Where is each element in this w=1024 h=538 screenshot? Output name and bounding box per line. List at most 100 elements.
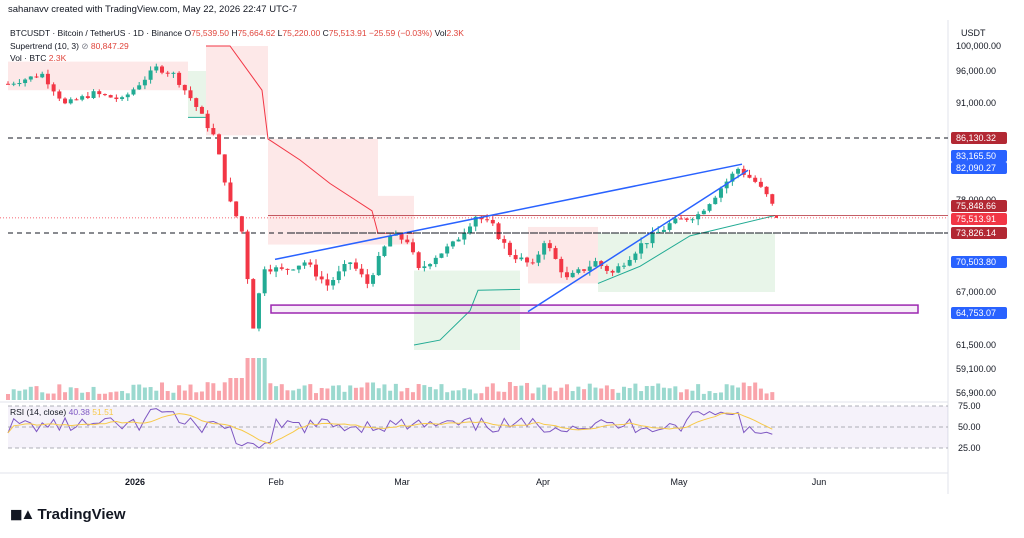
volume-bar <box>416 384 421 400</box>
candle-body <box>336 271 341 281</box>
volume-bar <box>724 384 729 400</box>
supertrend-up-fill <box>598 233 775 292</box>
volume-bar <box>428 386 433 400</box>
volume-bar <box>102 393 107 400</box>
symbol-name[interactable]: BTCUSDT · Bitcoin / TetherUS · 1D · Bina… <box>10 28 183 38</box>
candle-body <box>325 279 330 286</box>
volume-bar <box>599 388 604 400</box>
candle-body <box>142 79 147 86</box>
supertrend-down-fill <box>268 138 378 245</box>
symbol-legend: BTCUSDT · Bitcoin / TetherUS · 1D · Bina… <box>10 28 464 38</box>
volume-bar <box>279 384 284 400</box>
time-tick-label: Feb <box>268 477 284 487</box>
volume-bar <box>559 387 564 400</box>
trendlines-layer <box>274 163 948 313</box>
candle-body <box>302 262 307 266</box>
volume-bar <box>718 392 723 400</box>
volume-legend[interactable]: Vol · BTC 2.3K <box>10 53 66 63</box>
volume-bar <box>633 383 638 400</box>
volume-bar <box>650 385 655 400</box>
candle-body <box>85 96 90 98</box>
brand-name: TradingView <box>37 506 126 523</box>
candle-body <box>730 173 735 182</box>
volume-bar <box>325 388 330 400</box>
price-tick-label: 100,000.00 <box>956 41 1001 51</box>
time-axis[interactable]: 2026 Feb Mar Apr May Jun <box>125 477 826 487</box>
candle-body <box>473 216 478 227</box>
volume-bar <box>120 390 125 400</box>
candle-body <box>28 76 33 80</box>
volume-bar <box>502 391 507 400</box>
volume-bar <box>667 388 672 400</box>
candle-body <box>428 264 433 267</box>
rsi-tick-label: 75.00 <box>958 401 981 411</box>
candle-body <box>102 94 107 96</box>
candle-body <box>622 265 626 267</box>
vol-label: Vol <box>434 28 447 38</box>
volume-bar <box>245 358 250 400</box>
volume-bar <box>479 393 484 400</box>
candle-body <box>74 99 79 101</box>
price-axis[interactable]: 100,000.0096,000.0091,000.0082,000.0078,… <box>956 41 1001 453</box>
volume-bar <box>222 382 227 400</box>
price-tick-label: 59,100.00 <box>956 364 996 374</box>
candle-body <box>416 252 421 269</box>
candle-body <box>770 194 775 204</box>
rsi-legend[interactable]: RSI (14, close) 40.38 51.51 <box>10 407 114 417</box>
candle-body <box>348 262 353 265</box>
volume-bar <box>85 392 90 400</box>
candle-body <box>382 246 387 256</box>
candle-body <box>610 270 615 273</box>
candle-body <box>222 154 227 183</box>
eye-slash-icon[interactable]: ⊘ <box>81 41 89 51</box>
volume-bar <box>376 388 381 400</box>
supertrend-legend[interactable]: Supertrend (10, 3) ⊘ 80,847.29 <box>10 41 129 52</box>
currency-label[interactable]: USDT <box>961 28 986 38</box>
candle-body <box>268 269 273 272</box>
vol-value: 2.3K <box>446 28 464 38</box>
time-tick-label: Apr <box>536 477 550 487</box>
candle-body <box>6 83 10 85</box>
volume-bar <box>462 388 467 400</box>
support-zone-box <box>270 304 919 314</box>
supertrend-value: 80,847.29 <box>90 41 129 51</box>
candle-body <box>696 214 701 220</box>
candle-body <box>148 70 153 80</box>
price-tick-label: 96,000.00 <box>956 66 996 76</box>
volume-bar <box>656 383 661 400</box>
volume-bar <box>314 393 318 400</box>
candle-body <box>154 66 159 71</box>
volume-bar <box>148 387 153 400</box>
volume-bar <box>485 386 490 400</box>
candle-body <box>285 268 290 270</box>
candle-body <box>40 73 45 78</box>
volume-bar <box>177 385 182 400</box>
candle-body <box>576 269 581 273</box>
volume-bar <box>673 386 678 400</box>
candle-body <box>34 76 39 78</box>
candle-body <box>547 243 552 249</box>
candle-body <box>371 275 376 284</box>
volume-bar <box>342 391 347 400</box>
volume-bar <box>747 386 752 400</box>
volume-bar <box>576 386 581 400</box>
candle-body <box>405 239 410 243</box>
volume-bar <box>405 387 410 400</box>
candle-body <box>291 269 296 271</box>
volume-bar <box>251 358 256 400</box>
volume-bar <box>513 386 518 400</box>
candle-body <box>160 66 164 73</box>
candle-body <box>211 128 216 135</box>
candle-body <box>165 72 170 74</box>
candle-body <box>713 197 718 205</box>
price-tag-box <box>951 256 1007 268</box>
volume-bar <box>422 385 427 400</box>
candle-body <box>45 73 50 85</box>
volume-bar <box>171 392 176 400</box>
candle-body <box>564 272 569 278</box>
volume-bar <box>291 390 296 400</box>
volume-bar <box>701 393 706 400</box>
volume-bar <box>530 393 535 400</box>
volume-bar <box>433 389 438 400</box>
